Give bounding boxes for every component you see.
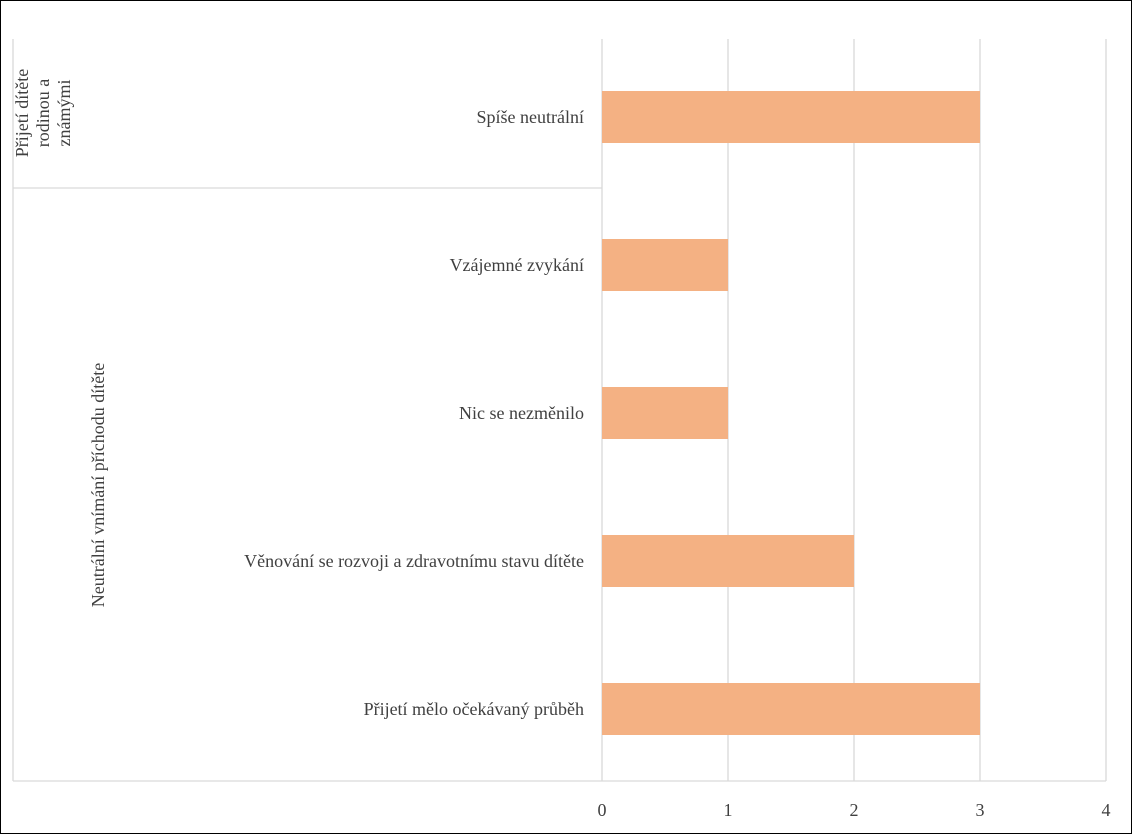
category-labels: Spíše neutrální Vzájemné zvykání Nic se ne… [244, 107, 584, 719]
x-tick-label-0: 0 [598, 800, 607, 820]
group-label-1-line-1: Přijetí dítěte [12, 69, 32, 157]
bar-2 [602, 239, 728, 291]
bar-4 [602, 535, 854, 587]
category-label-1: Spíše neutrální [477, 107, 584, 127]
group-label-1-line-3: známými [54, 80, 74, 147]
gridlines [601, 39, 1107, 781]
category-label-4: Věnování se rozvoji a zdravotnímu stavu … [244, 551, 584, 571]
bars [602, 91, 980, 735]
group-label-1-line-2: rodinou a [33, 79, 53, 147]
x-axis-tick-labels: 0 1 2 3 4 [598, 800, 1111, 820]
category-label-3: Nic se nezměnilo [459, 403, 584, 423]
x-tick-label-1: 1 [724, 800, 733, 820]
bar-3 [602, 387, 728, 439]
group-label-2-line-1: Neutrální vnímání příchodu dítěte [88, 363, 108, 607]
bar-1 [602, 91, 980, 143]
bar-5 [602, 683, 980, 735]
x-tick-label-3: 3 [976, 800, 985, 820]
x-tick-label-4: 4 [1102, 800, 1111, 820]
axis-lines [12, 39, 1106, 782]
category-label-5: Přijetí mělo očekávaný průběh [364, 699, 584, 719]
category-label-2: Vzájemné zvykání [450, 255, 584, 275]
x-tick-label-2: 2 [850, 800, 859, 820]
group-labels: Přijetí dítěte rodinou a známými Neutrální … [12, 69, 108, 607]
